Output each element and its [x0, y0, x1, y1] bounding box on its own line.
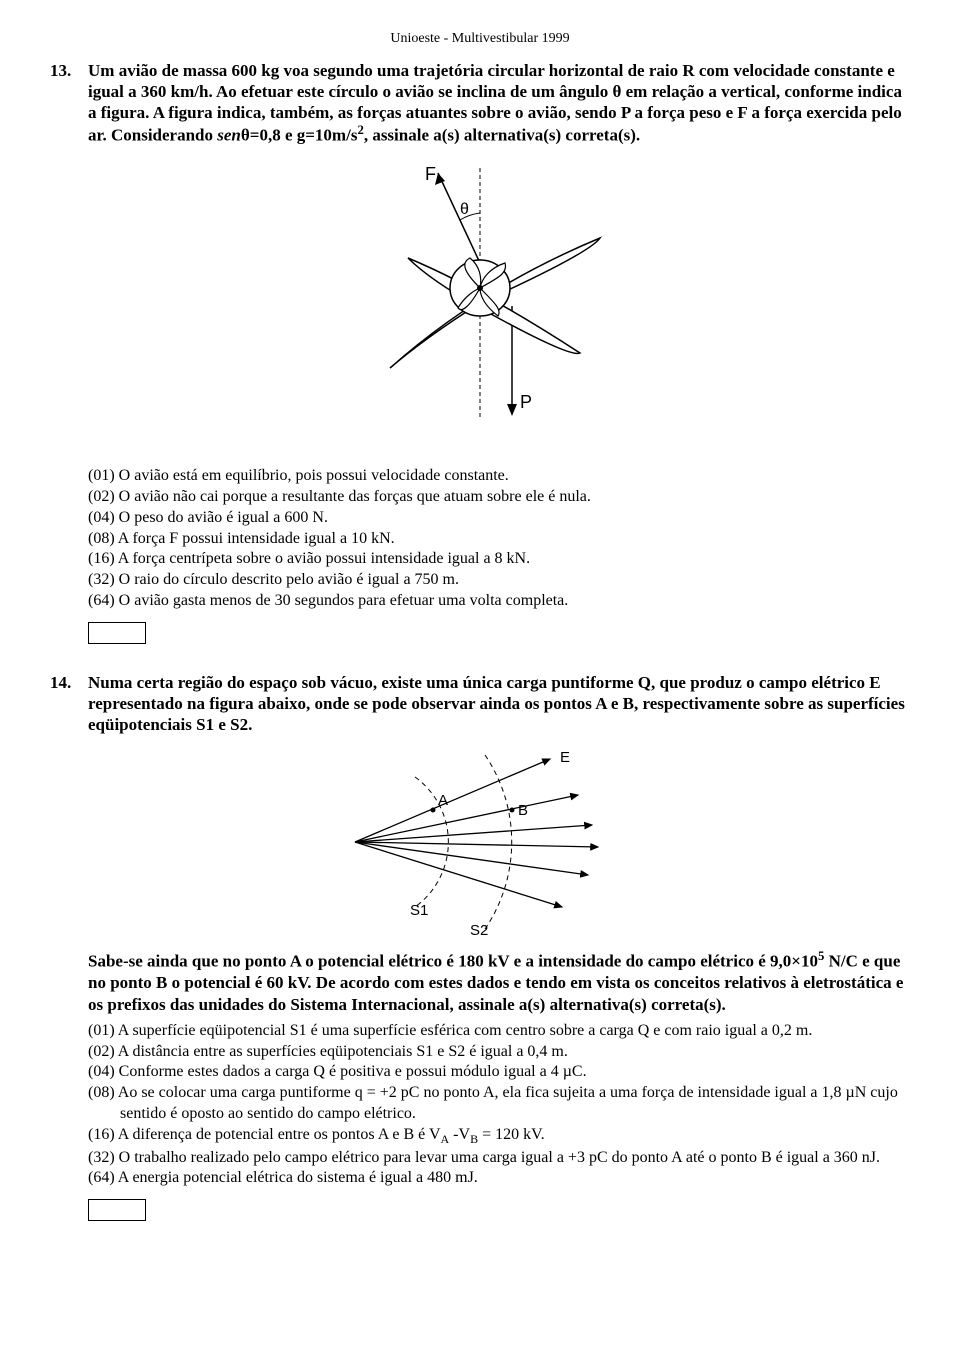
- q14-alt16-subA: A: [441, 1132, 450, 1146]
- q13-fig-P: P: [520, 392, 532, 412]
- q14-alt16-mid: -V: [449, 1126, 470, 1143]
- q13-t-c: =0,8 e g=10m/s: [250, 126, 358, 145]
- q14-alt-04: (04) Conforme estes dados a carga Q é po…: [88, 1062, 910, 1083]
- q14-alt-32: (32) O trabalho realizado pelo campo elé…: [88, 1148, 910, 1169]
- q13-number: 13.: [50, 60, 88, 147]
- q14-fig-A: A: [438, 792, 448, 809]
- q13-alt-04: (04) O peso do avião é igual a 600 N.: [88, 508, 910, 529]
- q14-alt16-a: (16) A diferença de potencial entre os p…: [88, 1126, 441, 1143]
- q13-figure: F θ P: [50, 158, 910, 458]
- q14-alternatives: (01) A superfície eqüipotencial S1 é uma…: [88, 1021, 910, 1189]
- q13-alternatives: (01) O avião está em equilíbrio, pois po…: [88, 466, 910, 612]
- q13-fig-theta: θ: [460, 201, 469, 218]
- q14-text1: Numa certa região do espaço sob vácuo, e…: [88, 672, 910, 736]
- q14-alt-01: (01) A superfície eqüipotencial S1 é uma…: [88, 1021, 910, 1042]
- q14-fig-E: E: [560, 749, 570, 766]
- q14-answer-box[interactable]: [88, 1199, 146, 1221]
- q13-alt-08: (08) A força F possui intensidade igual …: [88, 529, 910, 550]
- q14-text2: Sabe-se ainda que no ponto A o potencial…: [88, 949, 910, 1014]
- q13-fig-F: F: [425, 164, 436, 184]
- q14-row2: Sabe-se ainda que no ponto A o potencial…: [50, 945, 910, 1014]
- q13-alt-01: (01) O avião está em equilíbrio, pois po…: [88, 466, 910, 487]
- q14-alt-64: (64) A energia potencial elétrica do sis…: [88, 1168, 910, 1189]
- q14-t2a: Sabe-se ainda que no ponto A o potencial…: [88, 952, 818, 971]
- q14-row: 14. Numa certa região do espaço sob vácu…: [50, 672, 910, 736]
- q14-fig-S1: S1: [410, 902, 428, 919]
- q13-t-d: , assinale a(s) alternativa(s) correta(s…: [364, 126, 640, 145]
- q13-alt-64: (64) O avião gasta menos de 30 segundos …: [88, 591, 910, 612]
- q14-number: 14.: [50, 672, 88, 736]
- q14-fig-B: B: [518, 802, 528, 819]
- q14-fig-S2: S2: [470, 922, 488, 937]
- page-header: Unioeste - Multivestibular 1999: [50, 30, 910, 48]
- q14-alt-02: (02) A distância entre as superfícies eq…: [88, 1042, 910, 1063]
- q13-alt-02: (02) O avião não cai porque a resultante…: [88, 487, 910, 508]
- q14-figure: A B E S1 S2: [50, 747, 910, 937]
- q13-alt-32: (32) O raio do círculo descrito pelo avi…: [88, 570, 910, 591]
- q14-alt-08: (08) Ao se colocar uma carga puntiforme …: [88, 1083, 910, 1125]
- q13-alt-16: (16) A força centrípeta sobre o avião po…: [88, 549, 910, 570]
- q13-answer-box[interactable]: [88, 622, 146, 644]
- q13-row: 13. Um avião de massa 600 kg voa segundo…: [50, 60, 910, 147]
- q13-text: Um avião de massa 600 kg voa segundo uma…: [88, 60, 910, 147]
- q13-theta2: θ: [241, 126, 250, 145]
- q13-sen: sen: [217, 126, 241, 145]
- q14-alt16-end: = 120 kV.: [478, 1126, 545, 1143]
- q14-alt-16: (16) A diferença de potencial entre os p…: [88, 1125, 910, 1148]
- q14-alt16-subB: B: [470, 1132, 478, 1146]
